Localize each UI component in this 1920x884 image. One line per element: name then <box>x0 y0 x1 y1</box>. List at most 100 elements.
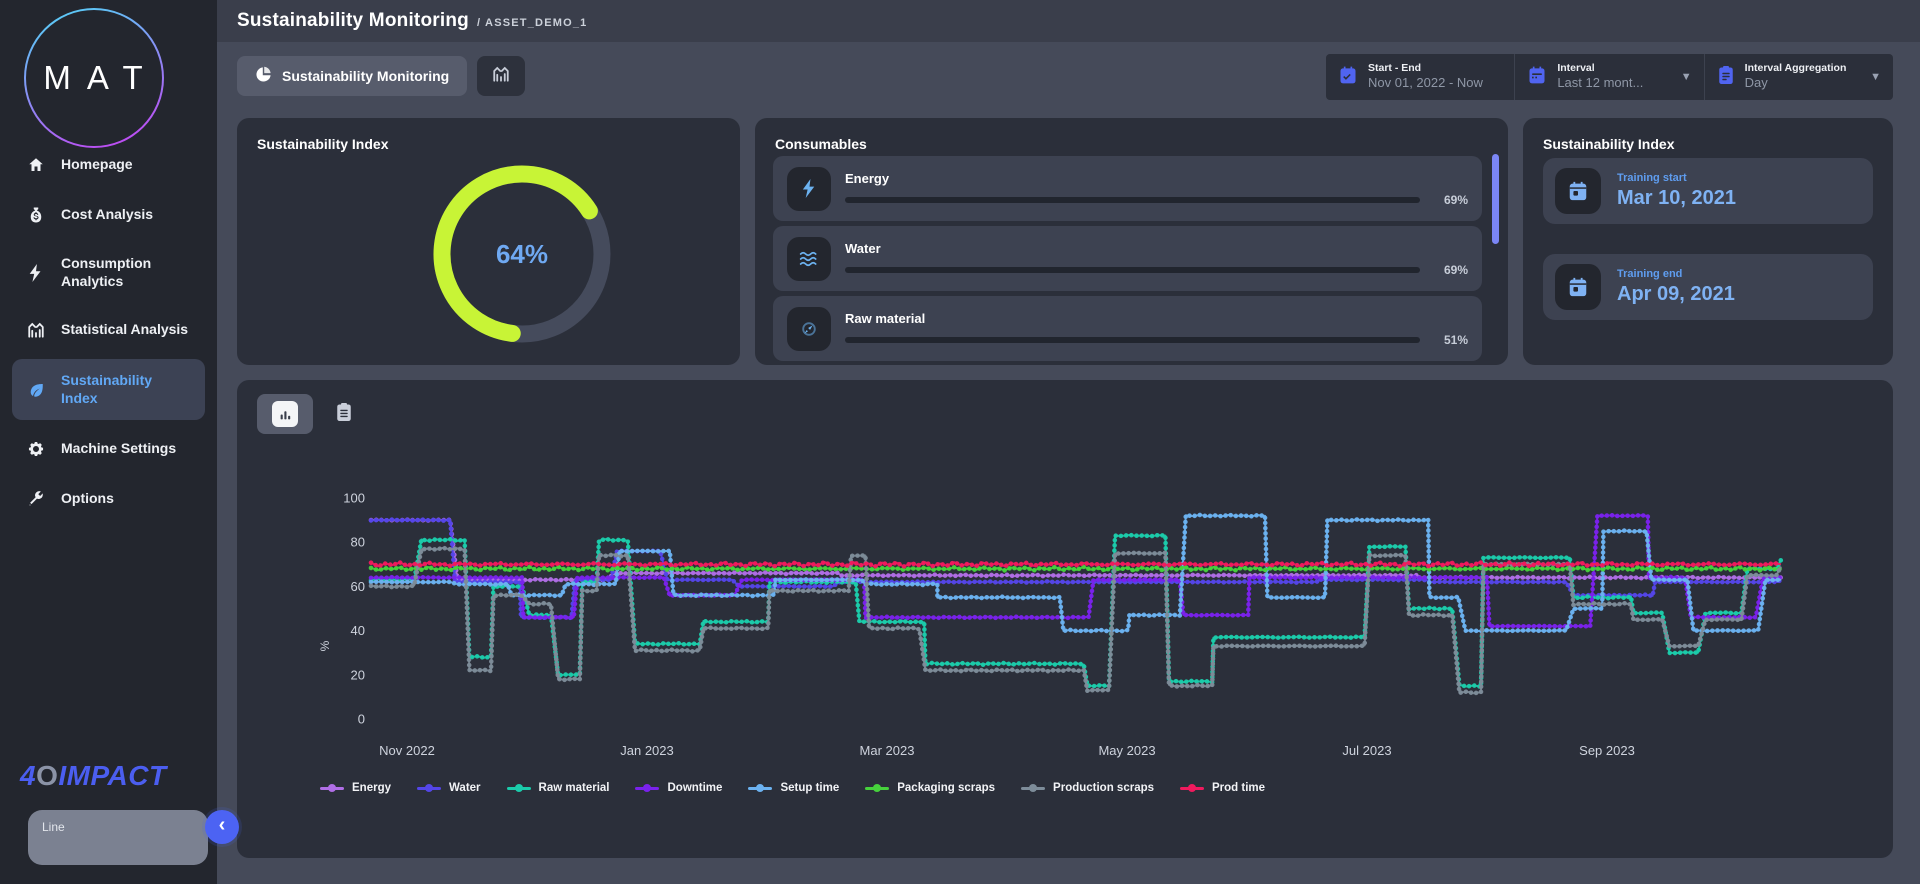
progress-track <box>845 266 1420 273</box>
svg-text:100: 100 <box>343 491 365 506</box>
training-rows: Training start Mar 10, 2021 Training end… <box>1543 158 1873 320</box>
legend-label: Raw material <box>538 782 610 794</box>
filter-label: Start - End <box>1368 62 1422 75</box>
training-start-label: Training start <box>1617 171 1687 184</box>
svg-text:Mar 2023: Mar 2023 <box>860 743 915 758</box>
legend-label: Production scraps <box>1053 782 1155 794</box>
calendar-icon <box>1555 168 1601 214</box>
legend-marker <box>1021 784 1046 792</box>
legend-marker <box>417 784 441 792</box>
tab-statistics[interactable] <box>477 56 526 96</box>
gauge-value: 64% <box>495 238 549 269</box>
legend-item-packaging-scraps[interactable]: Packaging scraps <box>865 782 995 794</box>
svg-text:60: 60 <box>351 579 365 594</box>
filter-label: Interval <box>1557 62 1595 75</box>
consumables-card: Consumables Energy 69% Water 6 <box>755 118 1508 365</box>
sustainability-index-training-card: Sustainability Index Training start Mar … <box>1523 118 1893 365</box>
filter-interval[interactable]: Interval Last 12 mont... ▼ <box>1514 54 1703 100</box>
sidebar-item-sustainability-index[interactable]: Sustainability Index <box>12 359 205 420</box>
consumable-name: Raw material <box>845 310 926 326</box>
legend-item-raw-material[interactable]: Raw material <box>506 782 610 794</box>
filter-interval-aggregation[interactable]: Interval Aggregation Day ▼ <box>1703 54 1893 100</box>
training-start-row: Training start Mar 10, 2021 <box>1543 158 1873 224</box>
sidebar-item-statistical-analysis[interactable]: Statistical Analysis <box>0 305 217 355</box>
sidebar-item-consumption-analytics[interactable]: Consumption Analytics <box>0 240 217 305</box>
brand-impact: IMPACT <box>58 760 167 791</box>
table-view-button[interactable] <box>335 402 353 427</box>
mat-logo: MAT <box>24 8 164 148</box>
tab-sustainability-monitoring[interactable]: Sustainability Monitoring <box>237 56 468 96</box>
sidebar-item-machine-settings[interactable]: Machine Settings <box>0 424 217 474</box>
sidebar-nav: Homepage Cost Analysis Consumption Analy… <box>0 140 217 524</box>
legend-item-downtime[interactable]: Downtime <box>635 782 722 794</box>
consumable-name: Energy <box>845 170 890 186</box>
stats-icon <box>492 65 510 88</box>
line-chart[interactable]: 0 20 40 60 80 100% Nov 2022 Jan 2023 Mar 2023 May… <box>237 450 1893 780</box>
chart-legend: Energy Water Raw material Downtime Setup tim… <box>320 782 1265 794</box>
chart-card: 0 20 40 60 80 100% Nov 2022 Jan 2023 Mar 2023 May… <box>237 380 1893 858</box>
top-header: Sustainability Monitoring / ASSET_DEMO_1 <box>217 0 1920 42</box>
tab-label: Sustainability Monitoring <box>282 68 450 84</box>
consumable-row-water[interactable]: Water 69% <box>773 226 1482 291</box>
list-icon <box>335 402 353 427</box>
sidebar-item-label: Cost Analysis <box>61 206 154 223</box>
energy-icon <box>787 166 831 211</box>
bolt-icon <box>26 263 46 283</box>
legend-label: Packaging scraps <box>897 782 996 794</box>
line-tooltip-box: Line <box>28 810 208 865</box>
gauge-arc <box>433 165 611 343</box>
consumables-scrollbar[interactable] <box>1492 154 1499 244</box>
training-end-row: Training end Apr 09, 2021 <box>1543 254 1873 320</box>
raw-material-icon <box>787 306 831 351</box>
legend-label: Water <box>449 782 481 794</box>
svg-text:Nov 2022: Nov 2022 <box>379 743 435 758</box>
consumable-row-raw-material[interactable]: Raw material 51% <box>773 296 1482 361</box>
legend-marker <box>635 784 660 792</box>
consumable-row-energy[interactable]: Energy 69% <box>773 156 1482 221</box>
filter-start-end[interactable]: Start - End Nov 01, 2022 - Now <box>1326 54 1514 100</box>
chevron-down-icon[interactable]: ▼ <box>1870 71 1881 83</box>
sidebar-item-label: Statistical Analysis <box>61 321 189 338</box>
mat-logo-text: MAT <box>43 59 159 96</box>
legend-item-energy[interactable]: Energy <box>320 782 391 794</box>
calendar-check-icon <box>1338 65 1358 90</box>
pie-chart-icon <box>255 66 272 86</box>
leaf-icon <box>26 380 46 400</box>
legend-item-water[interactable]: Water <box>417 782 481 794</box>
sidebar-item-cost-analysis[interactable]: Cost Analysis <box>0 190 217 240</box>
training-start-value: Mar 10, 2021 <box>1617 187 1736 210</box>
sidebar-item-label: Homepage <box>61 156 133 173</box>
progress-percent: 51% <box>1443 332 1468 347</box>
legend-label: Setup time <box>780 782 840 794</box>
line-tooltip-label: Line <box>42 820 65 834</box>
legend-item-prod-time[interactable]: Prod time <box>1180 782 1265 794</box>
svg-text:20: 20 <box>351 667 365 682</box>
consumable-name: Water <box>845 240 881 256</box>
gear-icon <box>26 439 46 459</box>
svg-text:Jul 2023: Jul 2023 <box>1342 743 1391 758</box>
legend-marker <box>748 784 773 792</box>
sidebar-item-homepage[interactable]: Homepage <box>0 140 217 190</box>
progress-track <box>845 336 1420 343</box>
sidebar-item-label: Consumption Analytics <box>61 255 152 289</box>
sidebar-item-label: Sustainability Index <box>61 372 153 406</box>
card-title: Sustainability Index <box>1543 136 1675 152</box>
sidebar-collapse-button[interactable]: ‹ <box>205 810 239 844</box>
training-end-value: Apr 09, 2021 <box>1617 283 1735 306</box>
progress-percent: 69% <box>1443 192 1468 207</box>
filter-bar: Start - End Nov 01, 2022 - Now Interval … <box>1326 54 1893 100</box>
view-tabs: Sustainability Monitoring <box>237 56 526 96</box>
forty-impact-logo: 4OIMPACT <box>20 760 167 792</box>
svg-text:0: 0 <box>358 712 365 727</box>
sidebar-item-options[interactable]: Options <box>0 474 217 524</box>
chart-view-button[interactable] <box>257 394 313 434</box>
sidebar: MAT Homepage Cost Analysis Consumption A… <box>0 0 217 884</box>
progress-track <box>845 196 1420 203</box>
chevron-down-icon[interactable]: ▼ <box>1680 71 1692 83</box>
filter-value: Day <box>1744 75 1768 91</box>
legend-item-setup-time[interactable]: Setup time <box>748 782 839 794</box>
brand-0: O <box>36 760 59 791</box>
consumables-list: Energy 69% Water 69% <box>773 156 1482 361</box>
legend-marker <box>506 784 531 792</box>
legend-item-production-scraps[interactable]: Production scraps <box>1021 782 1154 794</box>
